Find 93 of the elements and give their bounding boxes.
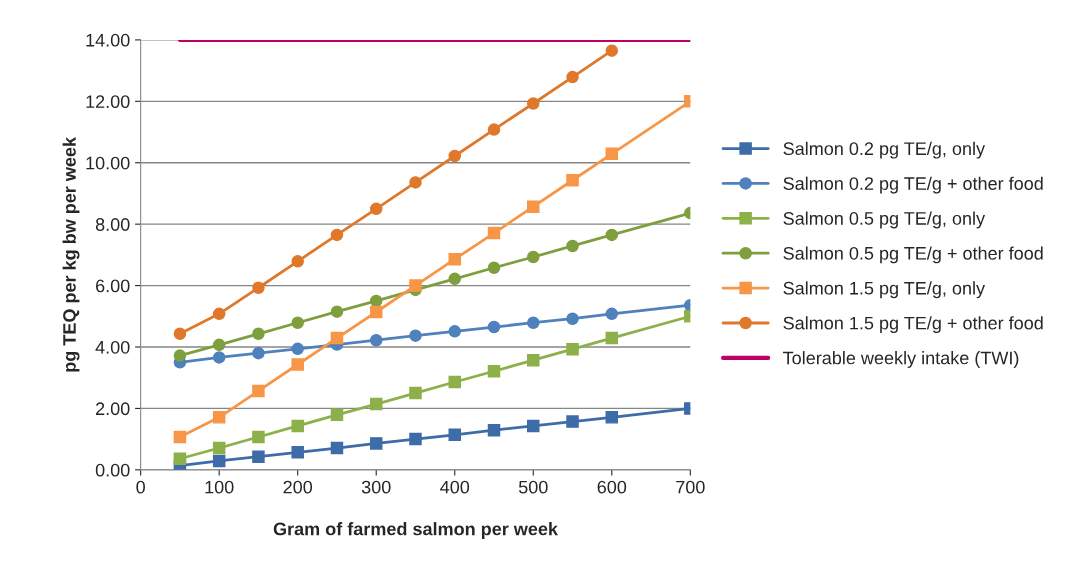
point <box>369 437 383 450</box>
point <box>369 305 383 319</box>
point <box>487 123 501 136</box>
point <box>212 454 226 468</box>
legend-label: Salmon 0.5 pg TE/g + other food <box>783 246 1043 264</box>
x-axis-title: Gram of farmed salmon per week <box>273 522 558 539</box>
x-tick-label: 500 <box>518 480 548 494</box>
point <box>527 316 540 329</box>
x-tick-label: 600 <box>597 480 627 494</box>
point <box>605 147 619 161</box>
point <box>252 384 265 398</box>
x-tick-label: 300 <box>361 480 391 494</box>
y-tick-label: 6.00 <box>96 279 130 293</box>
y-tick-label: 4.00 <box>95 340 130 354</box>
point <box>527 200 540 213</box>
point <box>173 349 187 362</box>
point <box>173 452 187 466</box>
point <box>487 423 501 437</box>
y-tick-label: 12.00 <box>86 95 130 109</box>
point <box>369 294 383 308</box>
point <box>173 327 187 341</box>
point <box>566 342 579 356</box>
point <box>252 450 265 463</box>
point <box>487 226 501 240</box>
y-tick-label: 14.00 <box>86 33 130 47</box>
point <box>291 316 304 329</box>
point <box>527 419 540 433</box>
legend-label: Salmon 1.5 pg TE/g, only <box>783 281 986 299</box>
point <box>252 281 265 294</box>
point <box>330 305 344 318</box>
x-tick-label: 0 <box>136 480 145 494</box>
point <box>566 312 579 325</box>
point <box>330 228 344 242</box>
point <box>605 228 619 242</box>
point <box>291 358 304 371</box>
point <box>409 176 422 189</box>
point <box>448 252 461 266</box>
point <box>448 149 461 163</box>
legend-label: Salmon 0.2 pg TE/g, only <box>783 141 986 159</box>
y-tick-label: 8.00 <box>95 218 130 231</box>
point <box>173 430 187 444</box>
point <box>566 70 579 84</box>
x-tick-label: 200 <box>283 480 313 494</box>
y-tick-label: 2.00 <box>96 402 130 416</box>
point <box>448 428 461 442</box>
point <box>527 97 540 110</box>
point <box>409 432 422 446</box>
legend-label: Salmon 0.2 pg TE/g + other food <box>783 176 1043 194</box>
point <box>330 441 344 455</box>
point <box>605 331 619 345</box>
point <box>527 353 540 367</box>
point <box>330 331 344 345</box>
point <box>448 325 461 338</box>
point <box>409 329 422 342</box>
x-tick-label: 100 <box>205 480 234 494</box>
point <box>291 446 304 459</box>
x-tick-label: 700 <box>676 480 705 494</box>
point <box>566 173 579 187</box>
point <box>252 327 265 341</box>
point <box>252 430 265 444</box>
point <box>252 346 265 360</box>
point <box>566 239 579 253</box>
point <box>212 351 226 364</box>
point <box>448 375 461 389</box>
point <box>605 307 619 321</box>
point <box>487 261 501 275</box>
point <box>291 255 304 268</box>
point <box>487 320 501 334</box>
point <box>369 202 383 216</box>
point <box>291 419 304 433</box>
legend-label: Salmon 0.5 pg TE/g, only <box>783 211 986 229</box>
point <box>212 338 226 352</box>
point <box>409 386 422 400</box>
y-tick-label: 0.00 <box>95 463 130 477</box>
legend-label: Tolerable weekly intake (TWI) <box>783 351 1019 368</box>
point <box>527 250 540 264</box>
point <box>212 411 226 424</box>
point <box>369 397 383 411</box>
point <box>448 272 461 286</box>
point <box>409 279 422 292</box>
point <box>566 415 579 428</box>
point <box>487 365 501 378</box>
x-tick-label: 400 <box>440 480 470 494</box>
point <box>291 342 304 356</box>
point <box>605 411 619 424</box>
point <box>605 44 619 57</box>
point <box>212 441 226 455</box>
y-axis-title: pg TEQ per kg bw per week <box>62 136 80 372</box>
legend-label: Salmon 1.5 pg TE/g + other food <box>783 316 1043 334</box>
point <box>330 408 344 422</box>
point <box>212 307 226 321</box>
y-tick-label: 10.00 <box>86 156 130 170</box>
point <box>369 333 383 347</box>
